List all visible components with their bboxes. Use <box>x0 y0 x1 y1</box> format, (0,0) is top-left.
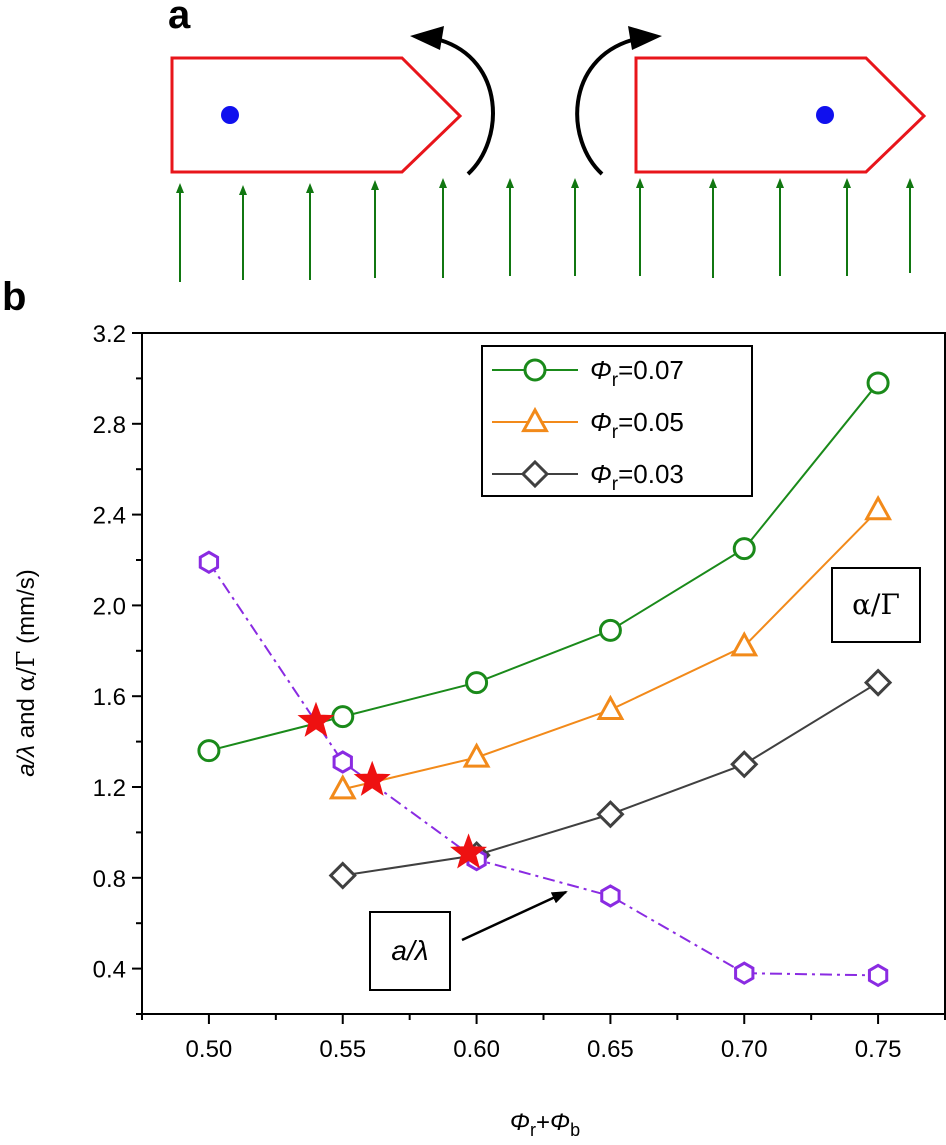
x-axis-label: Φr+Φb <box>510 1109 580 1140</box>
legend-marker-triangle <box>521 406 549 433</box>
intersection-star-markers <box>297 701 488 869</box>
y-axis-ticks: 0.4 0.8 1.2 1.6 2.0 2.4 2.8 3.2 <box>93 321 142 1015</box>
data-point-triangle <box>730 631 759 657</box>
legend-value: =0.03 <box>618 459 684 489</box>
legend-marker-diamond <box>520 459 550 489</box>
data-point-hexagon <box>600 884 621 908</box>
y-label-unit: (mm/s) <box>13 569 40 650</box>
y-tick-label: 2.4 <box>93 503 126 530</box>
legend-subscript: r <box>612 370 619 391</box>
a-lambda-annotation: a/λ <box>369 890 568 991</box>
series-line-3 <box>208 561 879 977</box>
alpha-gamma-box <box>831 567 921 643</box>
data-point-circle <box>197 739 221 763</box>
legend-symbol: Φ <box>590 459 612 489</box>
x-tick-label: 0.60 <box>453 1036 500 1063</box>
alpha-gamma-annotation: α/Γ <box>831 567 921 643</box>
x-label-plus: + <box>536 1109 550 1136</box>
legend-label: Φr=0.05 <box>590 407 684 443</box>
left-swimmer-shape <box>170 56 463 174</box>
right-swimmer-shape <box>634 56 927 174</box>
intersection-star-icon <box>450 833 488 869</box>
left-swimmer-center-dot <box>221 106 239 124</box>
data-point-diamond <box>328 861 357 890</box>
a-lambda-pointer-arrow <box>461 890 568 942</box>
data-point-diamond <box>596 800 625 829</box>
series-markers <box>197 371 893 988</box>
data-point-diamond <box>730 750 759 779</box>
y-tick-label: 2.8 <box>93 412 126 439</box>
data-point-triangle <box>596 694 625 720</box>
y-tick-label: 0.4 <box>93 957 126 984</box>
intersection-star-icon <box>353 760 391 796</box>
legend-value: =0.07 <box>618 355 684 385</box>
counterclockwise-arrowhead-icon <box>410 26 444 50</box>
data-point-triangle <box>864 494 893 521</box>
legend-symbol: Φ <box>590 407 612 437</box>
a-lambda-text: a/λ <box>391 935 428 966</box>
legend-marker-circle <box>523 358 547 382</box>
alpha-gamma-text: α/Γ <box>852 588 900 621</box>
data-point-circle <box>598 618 622 642</box>
data-point-hexagon <box>867 963 889 988</box>
x-tick-label: 0.50 <box>186 1036 233 1063</box>
y-label-mid: and <box>13 692 40 745</box>
x-label-sym1: Φ <box>510 1109 530 1136</box>
data-point-triangle <box>462 742 491 768</box>
x-label-sym2: Φ <box>550 1109 570 1136</box>
data-point-hexagon <box>332 750 353 774</box>
panel-a: a <box>168 0 927 282</box>
series-line-1 <box>342 509 879 791</box>
y-label-part2: α/Γ <box>12 651 40 692</box>
x-tick-label: 0.55 <box>319 1036 366 1063</box>
legend-subscript: r <box>612 422 619 443</box>
y-tick-label: 3.2 <box>93 321 126 348</box>
y-tick-label: 1.6 <box>93 684 126 711</box>
clockwise-arrowhead-icon <box>628 26 662 50</box>
data-point-hexagon <box>734 961 755 985</box>
flow-arrows <box>176 178 914 282</box>
y-axis-label: a/λ and α/Γ (mm/s) <box>12 569 40 776</box>
legend-label: Φr=0.07 <box>590 355 684 391</box>
x-label-sub1: r <box>530 1120 536 1140</box>
y-tick-label: 0.8 <box>93 866 126 893</box>
data-point-circle <box>465 671 489 695</box>
data-point-diamond <box>863 668 893 697</box>
data-point-circle <box>331 705 355 729</box>
counterclockwise-rotation-arrow-icon <box>439 38 495 176</box>
x-axis-ticks: 0.50 0.55 0.60 0.65 0.70 0.75 <box>141 1014 946 1063</box>
y-label-part1: a/λ <box>13 745 40 777</box>
x-tick-label: 0.65 <box>587 1036 634 1063</box>
legend-symbol: Φ <box>590 355 612 385</box>
panel-b-label: b <box>2 275 26 319</box>
x-label-sub2: b <box>570 1120 580 1140</box>
data-point-hexagon <box>198 550 220 575</box>
x-tick-label: 0.70 <box>721 1036 768 1063</box>
clockwise-rotation-arrow-icon <box>575 38 633 176</box>
legend-label: Φr=0.03 <box>590 459 684 495</box>
y-tick-label: 1.2 <box>93 775 126 802</box>
a-lambda-box <box>369 911 451 991</box>
data-point-circle <box>732 537 756 561</box>
intersection-star-icon <box>297 701 335 737</box>
panel-b: b 0.50 0.55 0.60 0.65 0.70 0.75 0.4 0.8 1.2 1.6 2… <box>2 275 946 1140</box>
panel-a-label: a <box>168 0 191 37</box>
legend-subscript: r <box>612 474 619 495</box>
y-tick-label: 2.0 <box>93 593 126 620</box>
right-swimmer-center-dot <box>816 106 834 124</box>
x-tick-label: 0.75 <box>855 1036 902 1063</box>
legend-value: =0.05 <box>618 407 684 437</box>
data-point-circle <box>866 371 890 395</box>
data-point-triangle <box>328 774 357 800</box>
